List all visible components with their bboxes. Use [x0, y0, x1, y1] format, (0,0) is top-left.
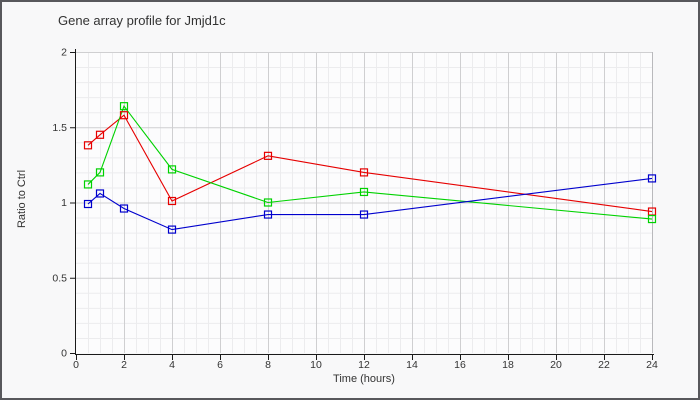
blue-series-marker [167, 225, 177, 234]
blue-series-marker [263, 210, 273, 219]
red-series-marker [119, 111, 129, 120]
x-tick-label: 18 [502, 359, 514, 371]
blue-series-marker [83, 199, 93, 209]
major-gridlines [76, 52, 653, 353]
x-tick-labels: 0 2 4 6 8 10 12 14 16 18 20 22 24 [73, 359, 658, 371]
green-series-line [87, 105, 653, 220]
red-series-line [87, 114, 653, 213]
x-tick-label: 14 [406, 359, 418, 371]
axes [70, 49, 654, 360]
x-tick-label: 22 [598, 359, 610, 371]
blue-series-line [87, 177, 653, 231]
green-series-marker [119, 102, 129, 111]
green-series-markers [83, 102, 657, 224]
red-series-marker [83, 141, 93, 150]
red-series-marker [359, 168, 369, 177]
x-tick-label: 12 [358, 359, 370, 371]
red-series-marker [263, 151, 273, 160]
blue-series-marker [647, 174, 657, 183]
red-series-marker [167, 196, 177, 206]
green-series-marker [167, 165, 177, 174]
blue-series-marker [95, 189, 105, 198]
blue-series-marker [119, 204, 129, 213]
x-tick-label: 0 [73, 359, 79, 371]
y-tick-label: 0.5 [52, 272, 67, 284]
y-tick-labels: 0 0.5 1 1.5 2 [52, 47, 67, 360]
red-series-marker [95, 130, 105, 139]
x-tick-label: 6 [217, 359, 223, 371]
red-series-markers [83, 111, 657, 216]
y-tick-label: 1.5 [52, 122, 67, 134]
green-series-marker [83, 180, 93, 189]
y-tick-label: 2 [61, 47, 67, 59]
green-series-marker [95, 168, 105, 177]
x-tick-label: 4 [169, 359, 175, 371]
x-axis-title: Time (hours) [333, 373, 395, 385]
green-series-marker [647, 214, 657, 224]
x-tick-label: 10 [310, 359, 322, 371]
x-tick-label: 16 [454, 359, 466, 371]
x-tick-label: 2 [121, 359, 127, 371]
green-series-marker [263, 198, 273, 207]
x-tick-label: 24 [646, 359, 658, 371]
blue-series-markers [83, 174, 657, 234]
y-tick-label: 1 [61, 197, 67, 209]
green-series-marker [359, 187, 369, 197]
chart-title: Gene array profile for Jmjd1c [58, 13, 226, 28]
blue-series-marker [359, 210, 369, 219]
y-tick-label: 0 [61, 348, 67, 360]
x-tick-label: 8 [265, 359, 271, 371]
x-tick-label: 20 [550, 359, 562, 371]
